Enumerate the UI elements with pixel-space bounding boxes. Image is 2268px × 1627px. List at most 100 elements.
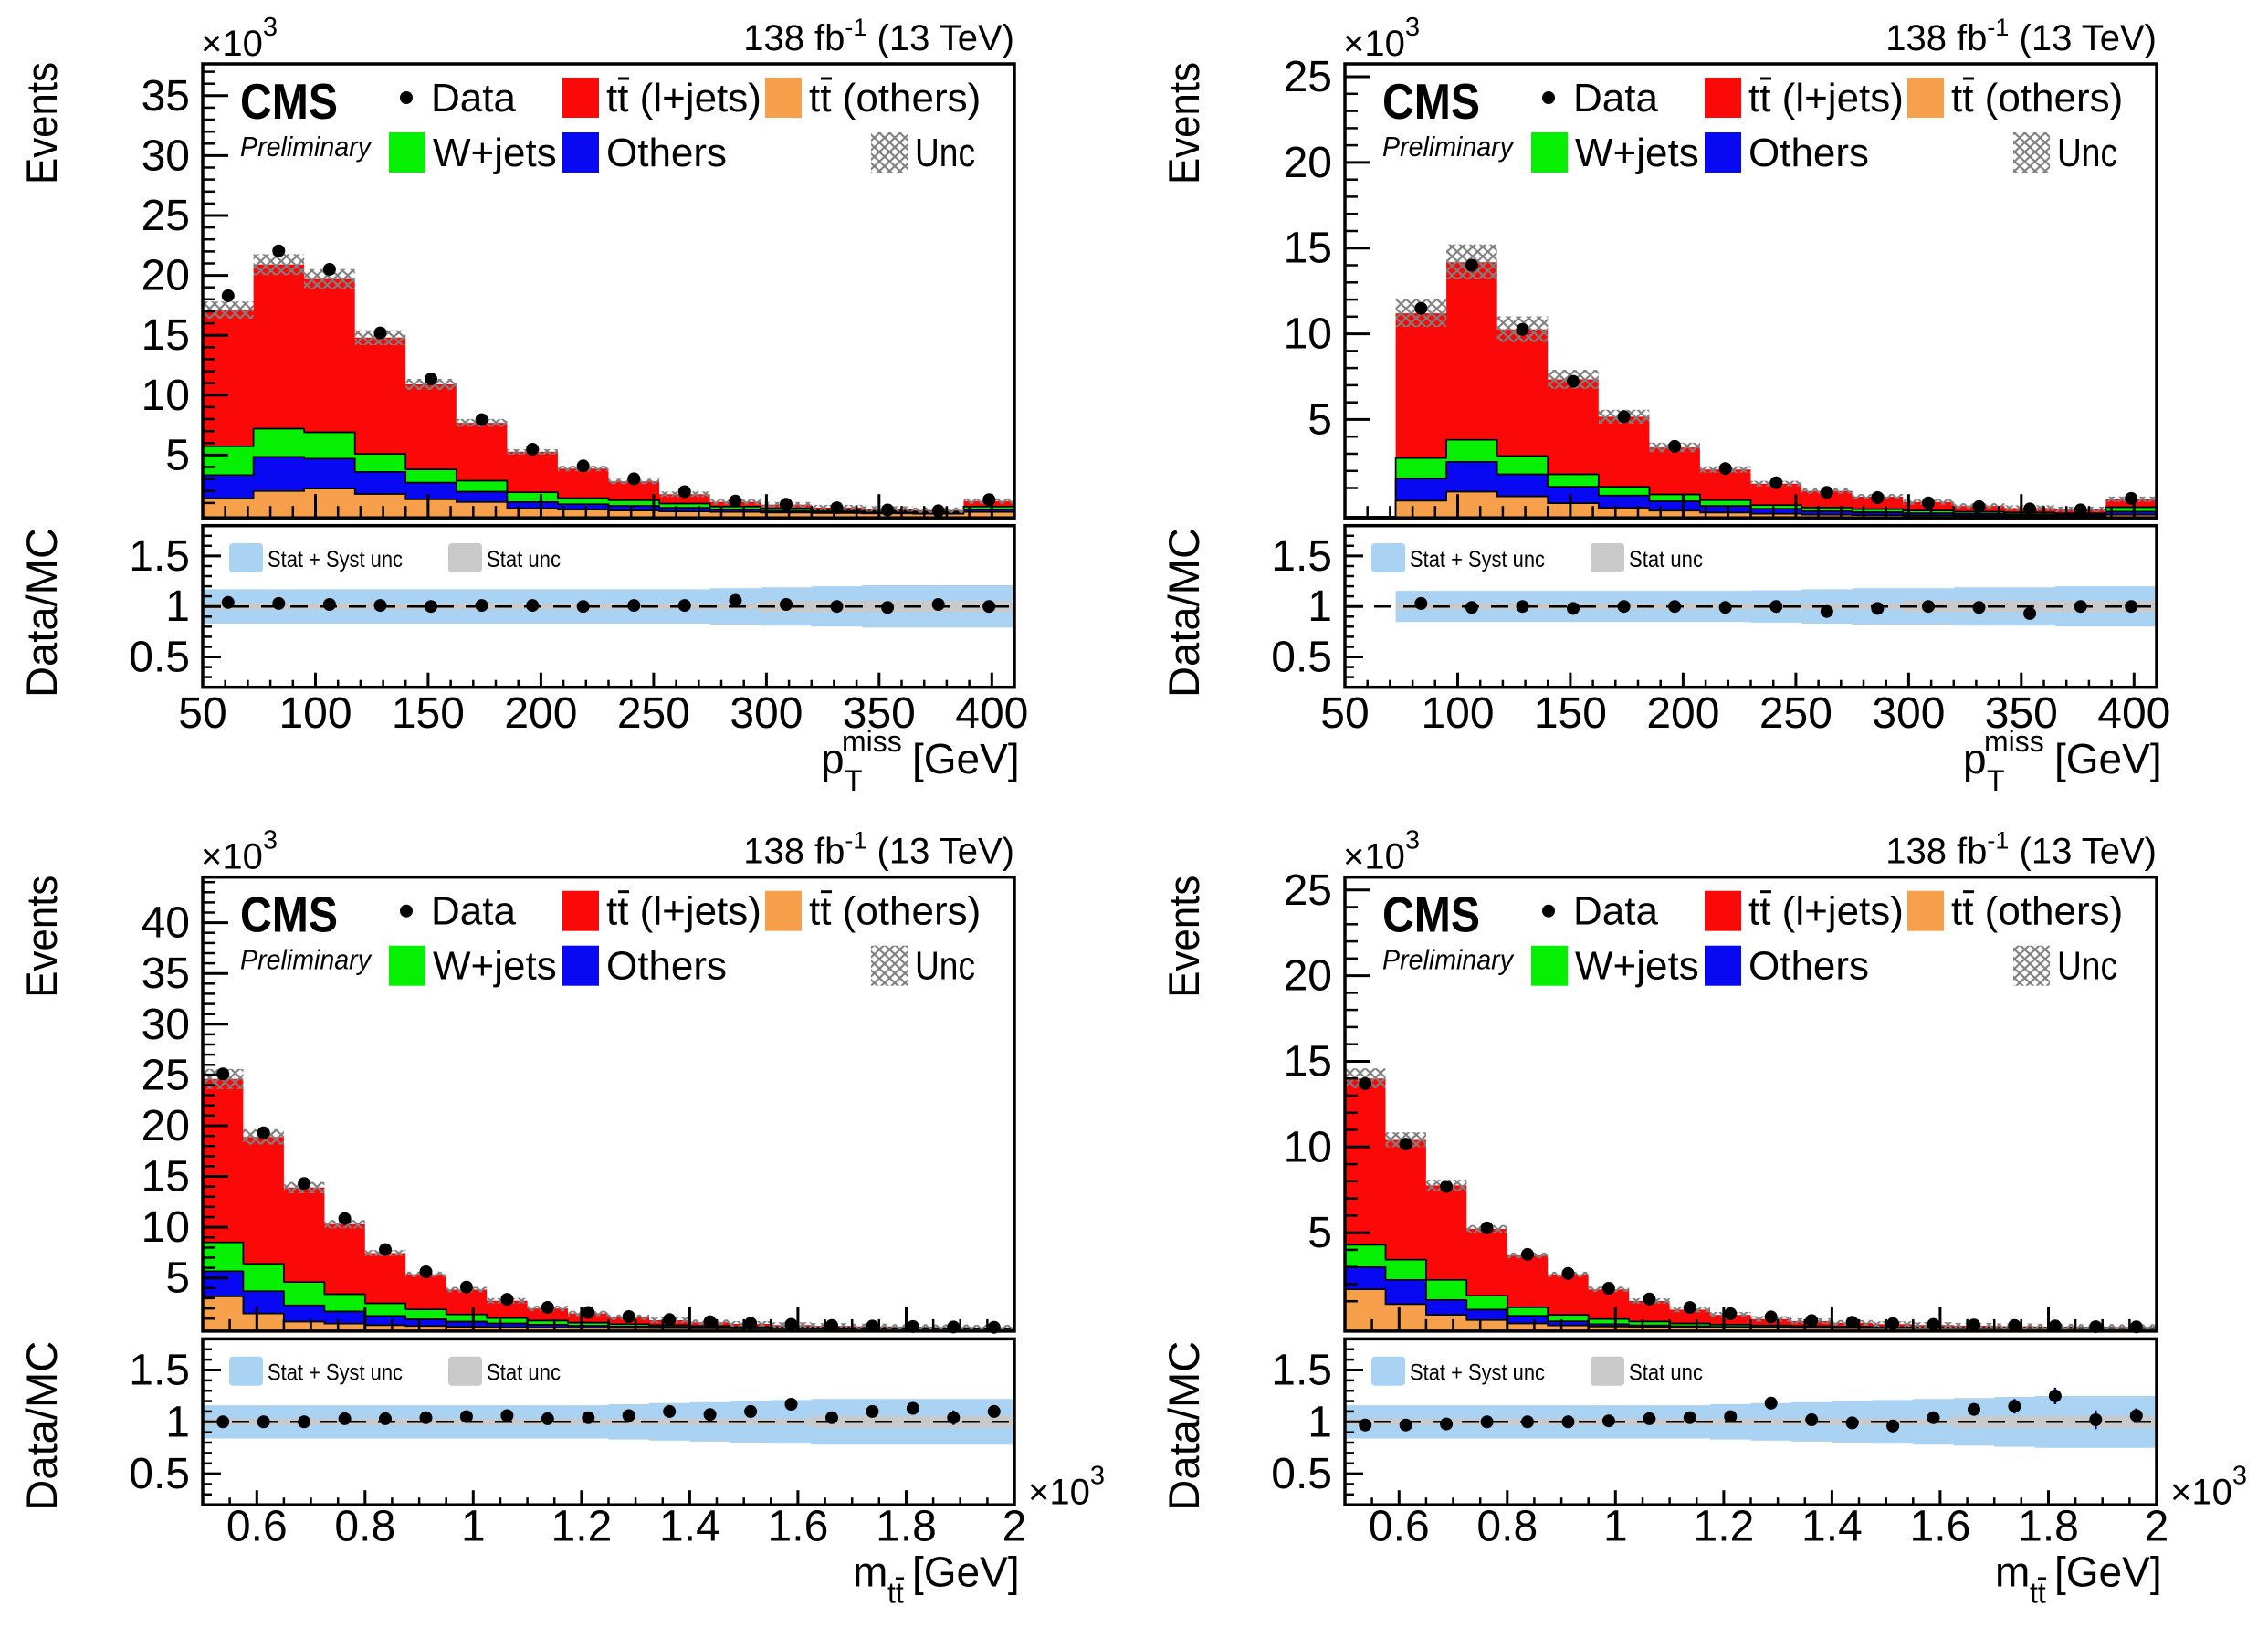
svg-text:400: 400 — [2097, 689, 2170, 738]
svg-text:Others: Others — [1748, 944, 1869, 989]
svg-text:50: 50 — [1320, 689, 1369, 738]
svg-text:2: 2 — [2145, 1503, 2169, 1551]
svg-text:Data: Data — [431, 76, 516, 121]
svg-text:5: 5 — [1307, 1209, 1332, 1257]
svg-text:Stat + Syst unc: Stat + Syst unc — [268, 1360, 403, 1386]
svg-text:Unc: Unc — [2057, 944, 2117, 989]
svg-text:tt (l+jets): tt (l+jets) — [1748, 76, 1904, 121]
svg-text:15: 15 — [1284, 225, 1332, 273]
svg-text:138 fb-1 (13 TeV): 138 fb-1 (13 TeV) — [1885, 827, 2157, 872]
svg-text:2: 2 — [1003, 1503, 1027, 1551]
svg-text:1.5: 1.5 — [129, 1347, 190, 1395]
svg-text:0.5: 0.5 — [1271, 1450, 1332, 1498]
svg-text:0.5: 0.5 — [129, 634, 190, 682]
svg-text:Events: Events — [17, 876, 66, 998]
svg-text:m: m — [853, 1548, 887, 1596]
svg-text:30: 30 — [142, 131, 190, 180]
svg-text:35: 35 — [142, 950, 190, 998]
svg-text:T: T — [1987, 764, 2005, 797]
svg-text:miss: miss — [842, 725, 902, 758]
svg-text:CMS: CMS — [1382, 887, 1480, 943]
svg-text:1.5: 1.5 — [1271, 1347, 1332, 1395]
svg-text:tt: tt — [887, 1577, 904, 1610]
svg-text:Stat unc: Stat unc — [487, 547, 561, 572]
svg-text:1.4: 1.4 — [659, 1503, 720, 1551]
svg-text:138 fb-1 (13 TeV): 138 fb-1 (13 TeV) — [743, 14, 1014, 58]
svg-text:miss: miss — [1984, 725, 2044, 758]
svg-text:1.5: 1.5 — [129, 532, 190, 581]
svg-text:5: 5 — [165, 431, 190, 479]
svg-text:300: 300 — [730, 689, 803, 738]
svg-text:Data: Data — [1573, 76, 1658, 121]
svg-text:5: 5 — [1307, 395, 1332, 444]
svg-text:Unc: Unc — [915, 944, 975, 989]
svg-text:Data/MC: Data/MC — [1160, 1341, 1208, 1511]
svg-text:W+jets: W+jets — [433, 944, 557, 989]
svg-text:m: m — [1995, 1548, 2030, 1596]
svg-text:0.6: 0.6 — [226, 1503, 288, 1551]
svg-text:Others: Others — [606, 131, 727, 175]
svg-text:1.4: 1.4 — [1801, 1503, 1863, 1551]
svg-text:tt (l+jets): tt (l+jets) — [1748, 889, 1904, 934]
svg-text:Preliminary: Preliminary — [1382, 944, 1515, 976]
svg-text:150: 150 — [1534, 689, 1607, 738]
svg-text:Others: Others — [606, 944, 727, 989]
svg-text:150: 150 — [392, 689, 465, 738]
svg-text:[GeV]: [GeV] — [912, 1548, 1020, 1596]
svg-text:20: 20 — [1284, 139, 1332, 187]
svg-text:1: 1 — [1603, 1503, 1628, 1551]
svg-text:350: 350 — [843, 689, 916, 738]
svg-text:Data/MC: Data/MC — [17, 528, 66, 698]
svg-text:1.6: 1.6 — [1910, 1503, 1971, 1551]
svg-text:20: 20 — [1284, 952, 1332, 1001]
svg-text:CMS: CMS — [240, 73, 338, 130]
svg-text:Stat + Syst unc: Stat + Syst unc — [1410, 547, 1545, 572]
svg-text:W+jets: W+jets — [1575, 944, 1699, 989]
svg-text:138 fb-1 (13 TeV): 138 fb-1 (13 TeV) — [743, 827, 1014, 872]
svg-text:20: 20 — [142, 1102, 190, 1150]
svg-text:p: p — [821, 735, 845, 782]
svg-text:400: 400 — [955, 689, 1028, 738]
svg-text:0.8: 0.8 — [334, 1503, 395, 1551]
svg-text:Others: Others — [1748, 131, 1869, 175]
svg-text:1: 1 — [165, 583, 190, 631]
svg-text:W+jets: W+jets — [1575, 131, 1699, 175]
svg-text:10: 10 — [1284, 310, 1332, 359]
svg-text:35: 35 — [142, 72, 190, 121]
svg-text:1.6: 1.6 — [768, 1503, 829, 1551]
svg-text:25: 25 — [142, 192, 190, 240]
svg-text:Unc: Unc — [915, 131, 975, 175]
svg-text:[GeV]: [GeV] — [2054, 735, 2162, 782]
svg-text:300: 300 — [1872, 689, 1945, 738]
svg-text:tt (others): tt (others) — [1951, 889, 2123, 934]
svg-text:[GeV]: [GeV] — [912, 735, 1020, 782]
svg-text:Data: Data — [431, 889, 516, 934]
svg-text:10: 10 — [142, 1203, 190, 1252]
svg-text:250: 250 — [1759, 689, 1832, 738]
svg-text:1.2: 1.2 — [551, 1503, 613, 1551]
svg-text:5: 5 — [165, 1254, 190, 1303]
svg-text:0.6: 0.6 — [1369, 1503, 1430, 1551]
svg-text:0.8: 0.8 — [1476, 1503, 1538, 1551]
svg-text:Stat unc: Stat unc — [487, 1360, 561, 1386]
svg-text:30: 30 — [142, 1001, 190, 1049]
svg-text:25: 25 — [1284, 53, 1332, 101]
svg-text:p: p — [1963, 735, 1987, 782]
svg-text:Events: Events — [1160, 876, 1208, 998]
svg-text:25: 25 — [142, 1051, 190, 1099]
svg-text:tt (l+jets): tt (l+jets) — [606, 889, 761, 934]
svg-text:1: 1 — [165, 1398, 190, 1446]
svg-text:tt (others): tt (others) — [1951, 76, 2123, 121]
svg-text:Stat + Syst unc: Stat + Syst unc — [1410, 1360, 1545, 1386]
svg-text:CMS: CMS — [240, 887, 338, 943]
svg-text:10: 10 — [142, 372, 190, 420]
svg-text:Stat unc: Stat unc — [1629, 547, 1703, 572]
svg-text:Preliminary: Preliminary — [240, 131, 373, 163]
svg-text:CMS: CMS — [1382, 73, 1480, 130]
svg-text:Data/MC: Data/MC — [1160, 528, 1208, 698]
svg-text:200: 200 — [504, 689, 577, 738]
svg-text:15: 15 — [142, 1153, 190, 1202]
svg-text:50: 50 — [178, 689, 226, 738]
svg-text:0.5: 0.5 — [1271, 634, 1332, 682]
svg-text:1.8: 1.8 — [876, 1503, 937, 1551]
